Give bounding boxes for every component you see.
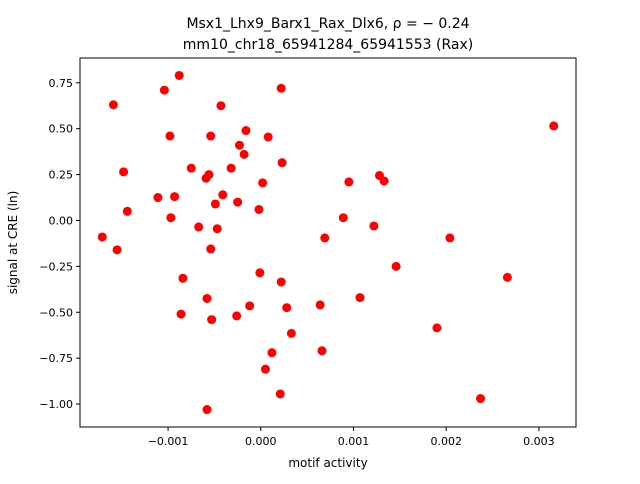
scatter-point [226,163,236,173]
scatter-point [174,70,184,80]
scatter-point [241,126,251,136]
scatter-point [282,303,292,313]
scatter-point [275,389,285,399]
scatter-point [122,206,132,216]
scatter-point [258,178,268,188]
scatter-point [202,405,212,415]
scatter-point [277,158,287,168]
scatter-point [276,277,286,287]
y-tick-label: 0.50 [49,123,74,136]
x-axis-label: motif activity [288,456,367,470]
scatter-point [159,85,169,95]
scatter-point [232,311,242,321]
scatter-point [233,197,243,207]
y-tick-label: 0.00 [49,214,74,227]
scatter-point [432,323,442,333]
x-axis-ticks: −0.001 0.000 0.001 0.002 0.003 [148,427,555,448]
scatter-point [170,192,180,202]
y-tick-label: −0.75 [39,352,73,365]
scatter-point [317,346,327,356]
y-tick-label: −0.25 [39,260,73,273]
chart-title-line2: mm10_chr18_65941284_65941553 (Rax) [183,37,473,53]
scatter-point [276,83,286,93]
x-tick-label: 0.000 [245,435,277,448]
scatter-point [206,131,216,141]
scatter-point [210,199,220,209]
x-tick-label: 0.003 [523,435,555,448]
scatter-point [549,121,559,131]
scatter-point [165,131,175,141]
scatter-point [267,348,277,358]
scatter-point [212,224,222,234]
y-axis-label: signal at CRE (ln) [6,191,20,295]
scatter-point [178,273,188,283]
scatter-point [286,328,296,338]
scatter-point [218,190,228,200]
chart-title-line1: Msx1_Lhx9_Barx1_Rax_Dlx6, ρ = − 0.24 [186,16,469,32]
scatter-point [207,315,217,325]
scatter-point [355,293,365,303]
scatter-point [260,364,270,374]
x-tick-label: −0.001 [148,435,189,448]
scatter-point [255,268,265,278]
y-tick-label: −0.50 [39,306,73,319]
plot-frame [79,57,577,428]
scatter-point [320,233,330,243]
scatter-point [216,101,226,111]
y-axis-ticks: 0.75 0.50 0.25 0.00 −0.25 −0.50 −0.75 −1.00 [39,77,80,411]
scatter-point [391,261,401,271]
x-tick-label: 0.002 [430,435,462,448]
scatter-point [194,222,204,232]
scatter-point [502,272,512,282]
scatter-point [119,167,129,177]
scatter-point [234,140,244,150]
scatter-point [344,177,354,187]
scatter-point [254,204,264,214]
scatter-point [476,394,486,404]
scatter-point [445,233,455,243]
scatter-point [112,245,122,255]
scatter-point [166,213,176,223]
scatter-point [206,244,216,254]
y-tick-label: 0.25 [49,169,74,182]
scatter-point [379,176,389,186]
scatter-point [338,213,348,223]
scatter-point [369,221,379,231]
scatter-point [186,163,196,173]
scatter-point [153,193,163,203]
scatter-point [204,170,214,180]
y-tick-label: −1.00 [39,398,73,411]
x-tick-label: 0.001 [338,435,370,448]
scatter-point [239,149,249,159]
scatter-point [97,232,107,242]
scatter-point [315,300,325,310]
scatter-point [245,301,255,311]
scatter-point [202,293,212,303]
points-layer [97,70,559,415]
scatter-point [108,100,118,110]
y-tick-label: 0.75 [49,77,74,90]
scatter-point [176,309,186,319]
scatter-point [263,132,273,142]
